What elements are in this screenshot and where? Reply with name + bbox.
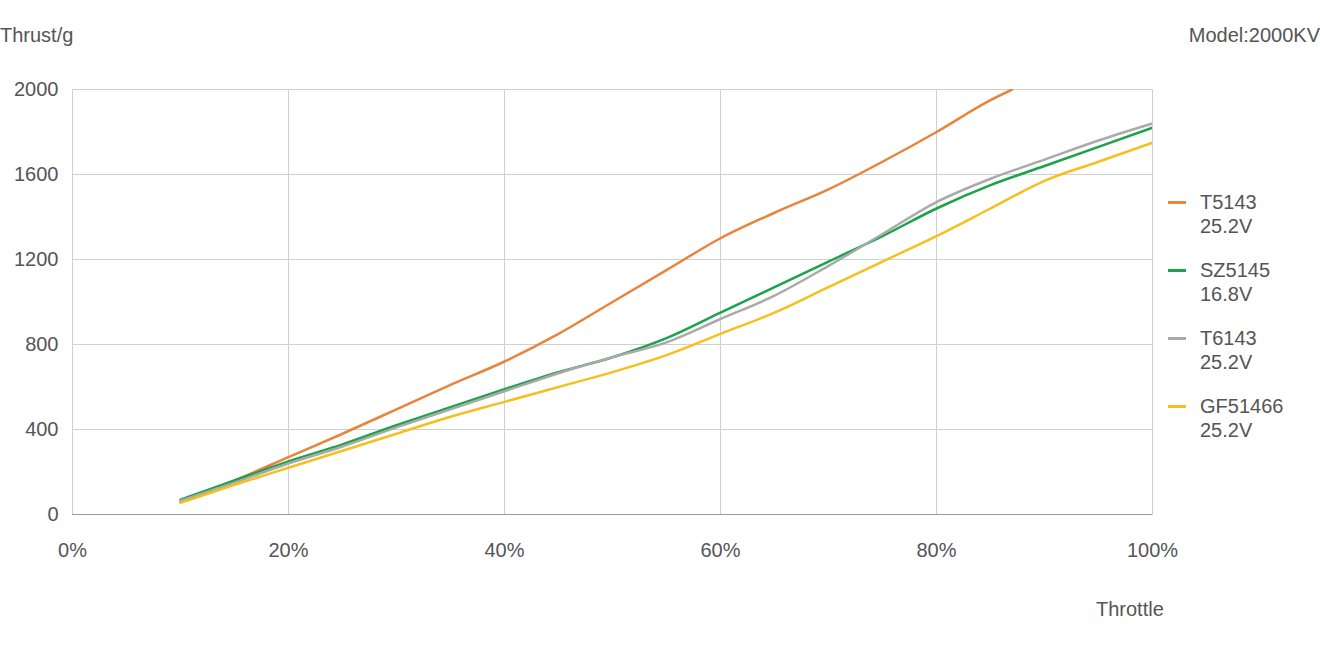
svg-text:0%: 0% <box>58 539 87 561</box>
html-text:25.2V: 25.2V <box>1200 215 1253 237</box>
svg-text:20%: 20% <box>268 539 308 561</box>
svg-text:1600: 1600 <box>14 163 59 185</box>
svg-text:400: 400 <box>25 418 58 440</box>
html-text:Model:2000KV: Model:2000KV <box>1188 24 1320 46</box>
html-text:Throttle: Throttle <box>1096 598 1164 620</box>
html-text:25.2V: 25.2V <box>1200 351 1253 373</box>
svg-text:40%: 40% <box>484 539 524 561</box>
html-text:T6143: T6143 <box>1200 327 1257 349</box>
html-text:GF51466: GF51466 <box>1200 395 1284 417</box>
html-text:SZ5145: SZ5145 <box>1200 259 1271 281</box>
svg-text:100%: 100% <box>1127 539 1178 561</box>
svg-text:800: 800 <box>25 333 58 355</box>
html-text:Thrust/g: Thrust/g <box>0 24 74 46</box>
svg-text:2000: 2000 <box>14 78 59 100</box>
svg-text:80%: 80% <box>916 539 956 561</box>
svg-text:0: 0 <box>47 503 58 525</box>
html-text:25.2V: 25.2V <box>1200 419 1253 441</box>
html-text:T5143: T5143 <box>1200 191 1257 213</box>
svg-text:60%: 60% <box>700 539 740 561</box>
svg-text:1200: 1200 <box>14 248 59 270</box>
html-text:16.8V: 16.8V <box>1200 283 1253 305</box>
